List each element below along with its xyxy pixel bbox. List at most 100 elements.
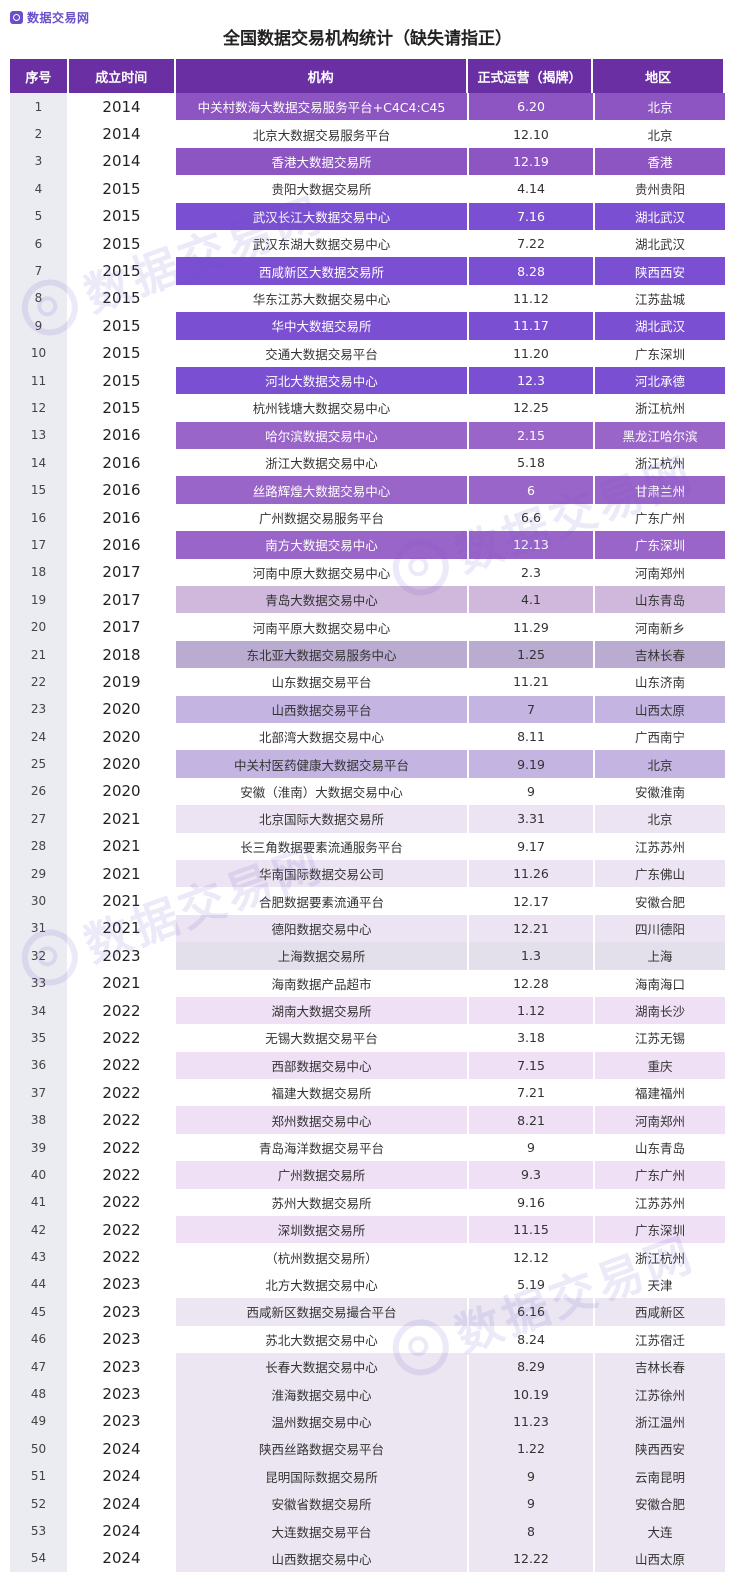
row-org: 苏北大数据交易中心 xyxy=(176,1325,467,1353)
row-date: 12.3 xyxy=(469,366,593,395)
row-date: 7.22 xyxy=(469,229,593,258)
row-date: 7.21 xyxy=(469,1079,593,1107)
row-region: 山东青岛 xyxy=(595,1133,725,1162)
table-row: 5 2015 武汉长江大数据交易中心 7.16 湖北武汉 xyxy=(10,202,725,230)
row-org: 哈尔滨数据交易中心 xyxy=(176,421,467,450)
row-date: 6.6 xyxy=(469,503,593,532)
row-date: 1.3 xyxy=(469,942,593,970)
table-row: 42 2022 深圳数据交易所 11.15 广东深圳 xyxy=(10,1216,725,1244)
row-org: 青岛大数据交易中心 xyxy=(176,586,467,614)
row-date: 11.12 xyxy=(469,284,593,313)
table-row: 39 2022 青岛海洋数据交易平台 9 山东青岛 xyxy=(10,1133,725,1162)
row-region: 江苏无锡 xyxy=(595,1024,725,1052)
table-row: 33 2021 海南数据产品超市 12.28 海南海口 xyxy=(10,969,725,997)
row-region: 广东广州 xyxy=(595,503,725,532)
row-org: 西咸新区数据交易撮合平台 xyxy=(176,1298,467,1326)
header-region: 地区 xyxy=(593,59,723,93)
row-index: 22 xyxy=(10,668,67,696)
table-row: 51 2024 昆明国际数据交易所 9 云南昆明 xyxy=(10,1462,725,1490)
table-row: 17 2016 南方大数据交易中心 12.13 广东深圳 xyxy=(10,531,725,559)
table-row: 52 2024 安徽省数据交易所 9 安徽合肥 xyxy=(10,1489,725,1518)
row-date: 7.16 xyxy=(469,202,593,230)
row-org: 西部数据交易中心 xyxy=(176,1051,467,1080)
row-date: 8.28 xyxy=(469,257,593,285)
row-index: 3 xyxy=(10,147,67,176)
row-year: 2015 xyxy=(102,179,141,198)
row-index: 50 xyxy=(10,1435,67,1463)
row-region: 天津 xyxy=(595,1270,725,1299)
row-index: 7 xyxy=(10,257,67,285)
row-region: 大连 xyxy=(595,1517,725,1545)
row-year: 2015 xyxy=(102,207,141,226)
row-org: 陕西丝路数据交易平台 xyxy=(176,1435,467,1463)
row-year: 2016 xyxy=(102,481,141,500)
row-date: 4.1 xyxy=(469,586,593,614)
row-year: 2021 xyxy=(102,974,141,993)
row-date: 11.26 xyxy=(469,859,593,888)
row-region: 湖北武汉 xyxy=(595,229,725,258)
row-region: 安徽合肥 xyxy=(595,1489,725,1518)
row-date: 12.19 xyxy=(469,147,593,176)
row-org: 福建大数据交易所 xyxy=(176,1079,467,1107)
row-year: 2015 xyxy=(102,234,141,253)
row-org: 武汉长江大数据交易中心 xyxy=(176,202,467,230)
row-org: 南方大数据交易中心 xyxy=(176,531,467,559)
row-index: 45 xyxy=(10,1298,67,1326)
table-row: 53 2024 大连数据交易平台 8 大连 xyxy=(10,1517,725,1545)
table-row: 19 2017 青岛大数据交易中心 4.1 山东青岛 xyxy=(10,586,725,614)
row-index: 43 xyxy=(10,1243,67,1271)
table-row: 7 2015 西咸新区大数据交易所 8.28 陕西西安 xyxy=(10,257,725,285)
row-date: 12.12 xyxy=(469,1243,593,1271)
row-date: 9 xyxy=(469,1462,593,1490)
row-org: 深圳数据交易所 xyxy=(176,1216,467,1244)
row-year: 2016 xyxy=(102,426,141,445)
table-header: 序号 成立时间 机构 正式运营（揭牌） 地区 xyxy=(10,59,725,93)
row-year: 2023 xyxy=(102,1385,141,1404)
table-row: 18 2017 河南中原大数据交易中心 2.3 河南郑州 xyxy=(10,558,725,587)
row-region: 江苏徐州 xyxy=(595,1380,725,1408)
row-region: 湖南长沙 xyxy=(595,996,725,1025)
table-row: 34 2022 湖南大数据交易所 1.12 湖南长沙 xyxy=(10,996,725,1025)
table-row: 43 2022 （杭州数据交易所） 12.12 浙江杭州 xyxy=(10,1243,725,1271)
row-region: 西咸新区 xyxy=(595,1298,725,1326)
table-row: 31 2021 德阳数据交易中心 12.21 四川德阳 xyxy=(10,914,725,943)
table-row: 37 2022 福建大数据交易所 7.21 福建福州 xyxy=(10,1079,725,1107)
row-index: 29 xyxy=(10,859,67,888)
row-region: 江苏苏州 xyxy=(595,832,725,860)
row-index: 8 xyxy=(10,284,67,313)
row-region: 重庆 xyxy=(595,1051,725,1080)
row-region: 广东广州 xyxy=(595,1161,725,1189)
table-row: 38 2022 郑州数据交易中心 8.21 河南郑州 xyxy=(10,1106,725,1134)
table-row: 4 2015 贵阳大数据交易所 4.14 贵州贵阳 xyxy=(10,175,725,203)
row-year: 2023 xyxy=(102,1412,141,1431)
row-year: 2021 xyxy=(102,892,141,911)
row-org: 丝路辉煌大数据交易中心 xyxy=(176,476,467,504)
row-year: 2020 xyxy=(102,755,141,774)
row-region: 福建福州 xyxy=(595,1079,725,1107)
row-index: 11 xyxy=(10,366,67,395)
row-org: 山东数据交易平台 xyxy=(176,668,467,696)
table-row: 9 2015 华中大数据交易所 11.17 湖北武汉 xyxy=(10,312,725,340)
row-year: 2021 xyxy=(102,864,141,883)
row-year: 2018 xyxy=(102,645,141,664)
row-region: 上海 xyxy=(595,942,725,970)
header-org: 机构 xyxy=(175,59,466,93)
row-org: 交通大数据交易平台 xyxy=(176,339,467,367)
row-region: 陕西西安 xyxy=(595,1435,725,1463)
row-region: 贵州贵阳 xyxy=(595,175,725,203)
row-year: 2022 xyxy=(102,1001,141,1020)
row-year: 2020 xyxy=(102,727,141,746)
row-year: 2017 xyxy=(102,618,141,637)
row-index: 26 xyxy=(10,777,67,806)
row-region: 甘肃兰州 xyxy=(595,476,725,504)
logo-text: 数据交易网 xyxy=(27,10,90,25)
row-index: 25 xyxy=(10,750,67,778)
row-date: 6.16 xyxy=(469,1298,593,1326)
header-date: 正式运营（揭牌） xyxy=(467,59,592,93)
row-org: 广州数据交易服务平台 xyxy=(176,503,467,532)
row-date: 12.28 xyxy=(469,969,593,997)
row-date: 8.11 xyxy=(469,722,593,751)
row-index: 16 xyxy=(10,503,67,532)
row-region: 香港 xyxy=(595,147,725,176)
row-org: 北方大数据交易中心 xyxy=(176,1270,467,1299)
